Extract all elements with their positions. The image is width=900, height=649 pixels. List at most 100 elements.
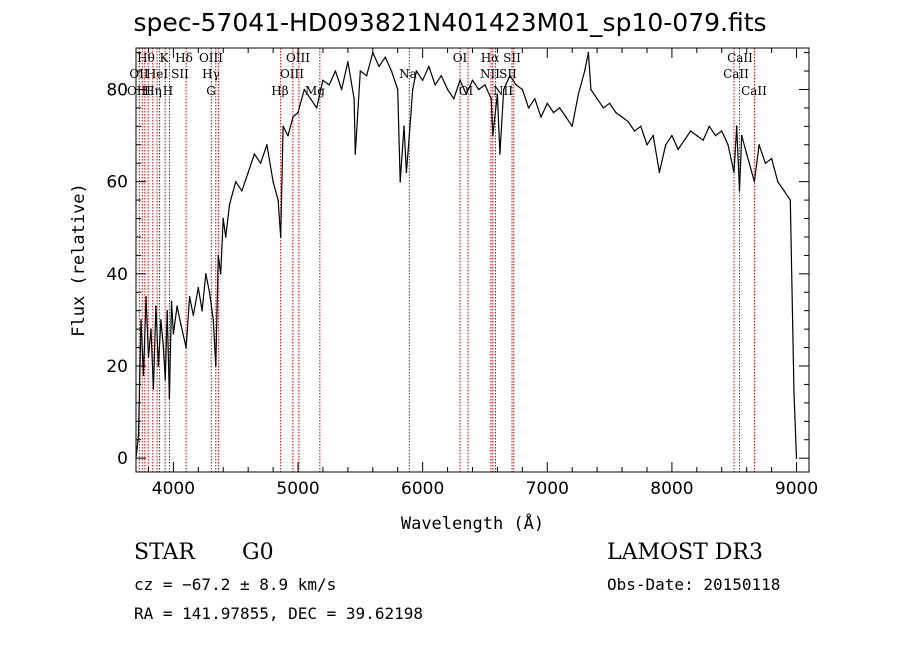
spectrum-segment <box>354 70 361 155</box>
spectrum-segment <box>577 70 586 95</box>
x-tick-label: 7000 <box>526 479 569 499</box>
spectrum-segment <box>534 98 542 118</box>
spectrum-point <box>160 319 162 321</box>
line-id-label: SII <box>171 67 189 81</box>
spectrum-segment <box>412 70 417 91</box>
spectrum-point <box>492 134 494 137</box>
spectrum-segment <box>746 153 756 183</box>
spectrum-segment <box>378 56 386 68</box>
spectrum-segment <box>646 135 654 146</box>
spectrum-point <box>266 144 268 146</box>
line-id-label: H <box>163 84 173 98</box>
spectrum-point <box>596 98 598 100</box>
line-id-label: SII <box>499 67 517 81</box>
spectrum-point <box>689 130 692 132</box>
spectrum-segment <box>215 254 219 367</box>
spectrum-point <box>440 75 442 77</box>
spectrum-segment <box>758 144 767 164</box>
spectrum-point <box>309 98 312 100</box>
spectrum-point <box>746 153 748 155</box>
spectrum-segment <box>552 107 561 114</box>
spectrum-point <box>627 121 629 123</box>
spectrum-point <box>172 333 175 335</box>
spectrum-segment <box>484 84 492 100</box>
spectrum-segment <box>793 393 798 459</box>
spectrum-segment <box>621 116 629 123</box>
spectrum-segment <box>587 51 592 91</box>
spectrum-point <box>241 190 243 192</box>
spectrum-point <box>277 199 279 201</box>
spectrum-segment <box>753 144 760 183</box>
spectrum-point <box>753 181 756 183</box>
spectrum-segment <box>282 125 289 137</box>
spectrum-point <box>280 236 282 238</box>
spectrum-segment <box>403 125 407 173</box>
x-tick-label: 8000 <box>650 479 693 499</box>
spectrum-point <box>188 296 191 298</box>
spectrum-point <box>303 88 305 91</box>
spectrum-point <box>180 323 182 326</box>
spectrum-segment <box>471 79 480 91</box>
spectrum-segment <box>272 181 279 201</box>
spectrum-point <box>590 88 592 91</box>
spectrum-point <box>384 56 386 58</box>
spectrum-point <box>490 98 492 100</box>
line-id-label: Hα <box>481 51 500 65</box>
plot-frame <box>135 47 810 473</box>
spectrum-segment <box>738 135 743 192</box>
spectrum-point <box>741 134 743 137</box>
spectrum-segment <box>241 171 249 192</box>
line-id-label: OII <box>129 67 149 81</box>
spectrum-segment <box>150 328 154 390</box>
spectrum-point <box>208 291 211 293</box>
spectrum-point <box>571 125 573 128</box>
spectrum-segment <box>147 328 152 358</box>
spectrum-segment <box>652 135 661 173</box>
spectrum-point <box>185 346 187 349</box>
spectrum-segment <box>260 144 268 164</box>
line-id-label: K <box>160 51 170 65</box>
spectrum-segment <box>496 93 501 155</box>
spectrum-segment <box>152 305 157 390</box>
spectrum-segment <box>602 102 611 109</box>
line-id-label: Hη <box>144 84 162 98</box>
spectrum-segment <box>359 70 368 77</box>
spectrum-segment <box>440 75 449 91</box>
spectrum-point <box>292 116 294 118</box>
y-tick-label: 20 <box>106 357 128 377</box>
spectrum-segment <box>201 273 207 312</box>
spectrum-point <box>471 79 474 82</box>
spectrum-point <box>696 134 698 137</box>
spectrum-point <box>499 153 501 155</box>
spectrum-point <box>253 153 256 155</box>
line-id-label: NII <box>480 67 500 81</box>
spectrum-point <box>552 111 555 114</box>
spectrum-point <box>683 139 686 141</box>
spectrum-segment <box>384 56 393 72</box>
spectrum-segment <box>208 291 214 321</box>
line-id-label: Hγ <box>202 67 220 81</box>
spectrum-segment <box>189 296 194 316</box>
spectrum-segment <box>615 111 623 118</box>
spectrum-segment <box>559 107 567 118</box>
spectrum-segment <box>316 79 324 109</box>
spectrum-point <box>316 107 318 109</box>
object-subclass: G0 <box>242 540 274 565</box>
spectrum-segment <box>736 125 741 192</box>
spectrum-segment <box>509 75 517 86</box>
spectrum-segment <box>770 158 779 183</box>
spectrum-point <box>736 125 738 128</box>
spectrum-point <box>793 393 795 395</box>
spectrum-segment <box>280 125 284 238</box>
spectrum-segment <box>228 181 237 206</box>
spectrum-point <box>365 75 368 77</box>
spectrum-segment <box>405 135 410 173</box>
spectrum-segment <box>453 79 461 100</box>
redshift-velocity: cz = −67.2 ± 8.9 km/s <box>134 575 337 594</box>
line-id-label: G <box>206 84 216 98</box>
spectrum-point <box>405 171 408 174</box>
spectrum-segment <box>334 70 343 91</box>
coordinates: RA = 141.97855, DEC = 39.62198 <box>134 604 423 623</box>
